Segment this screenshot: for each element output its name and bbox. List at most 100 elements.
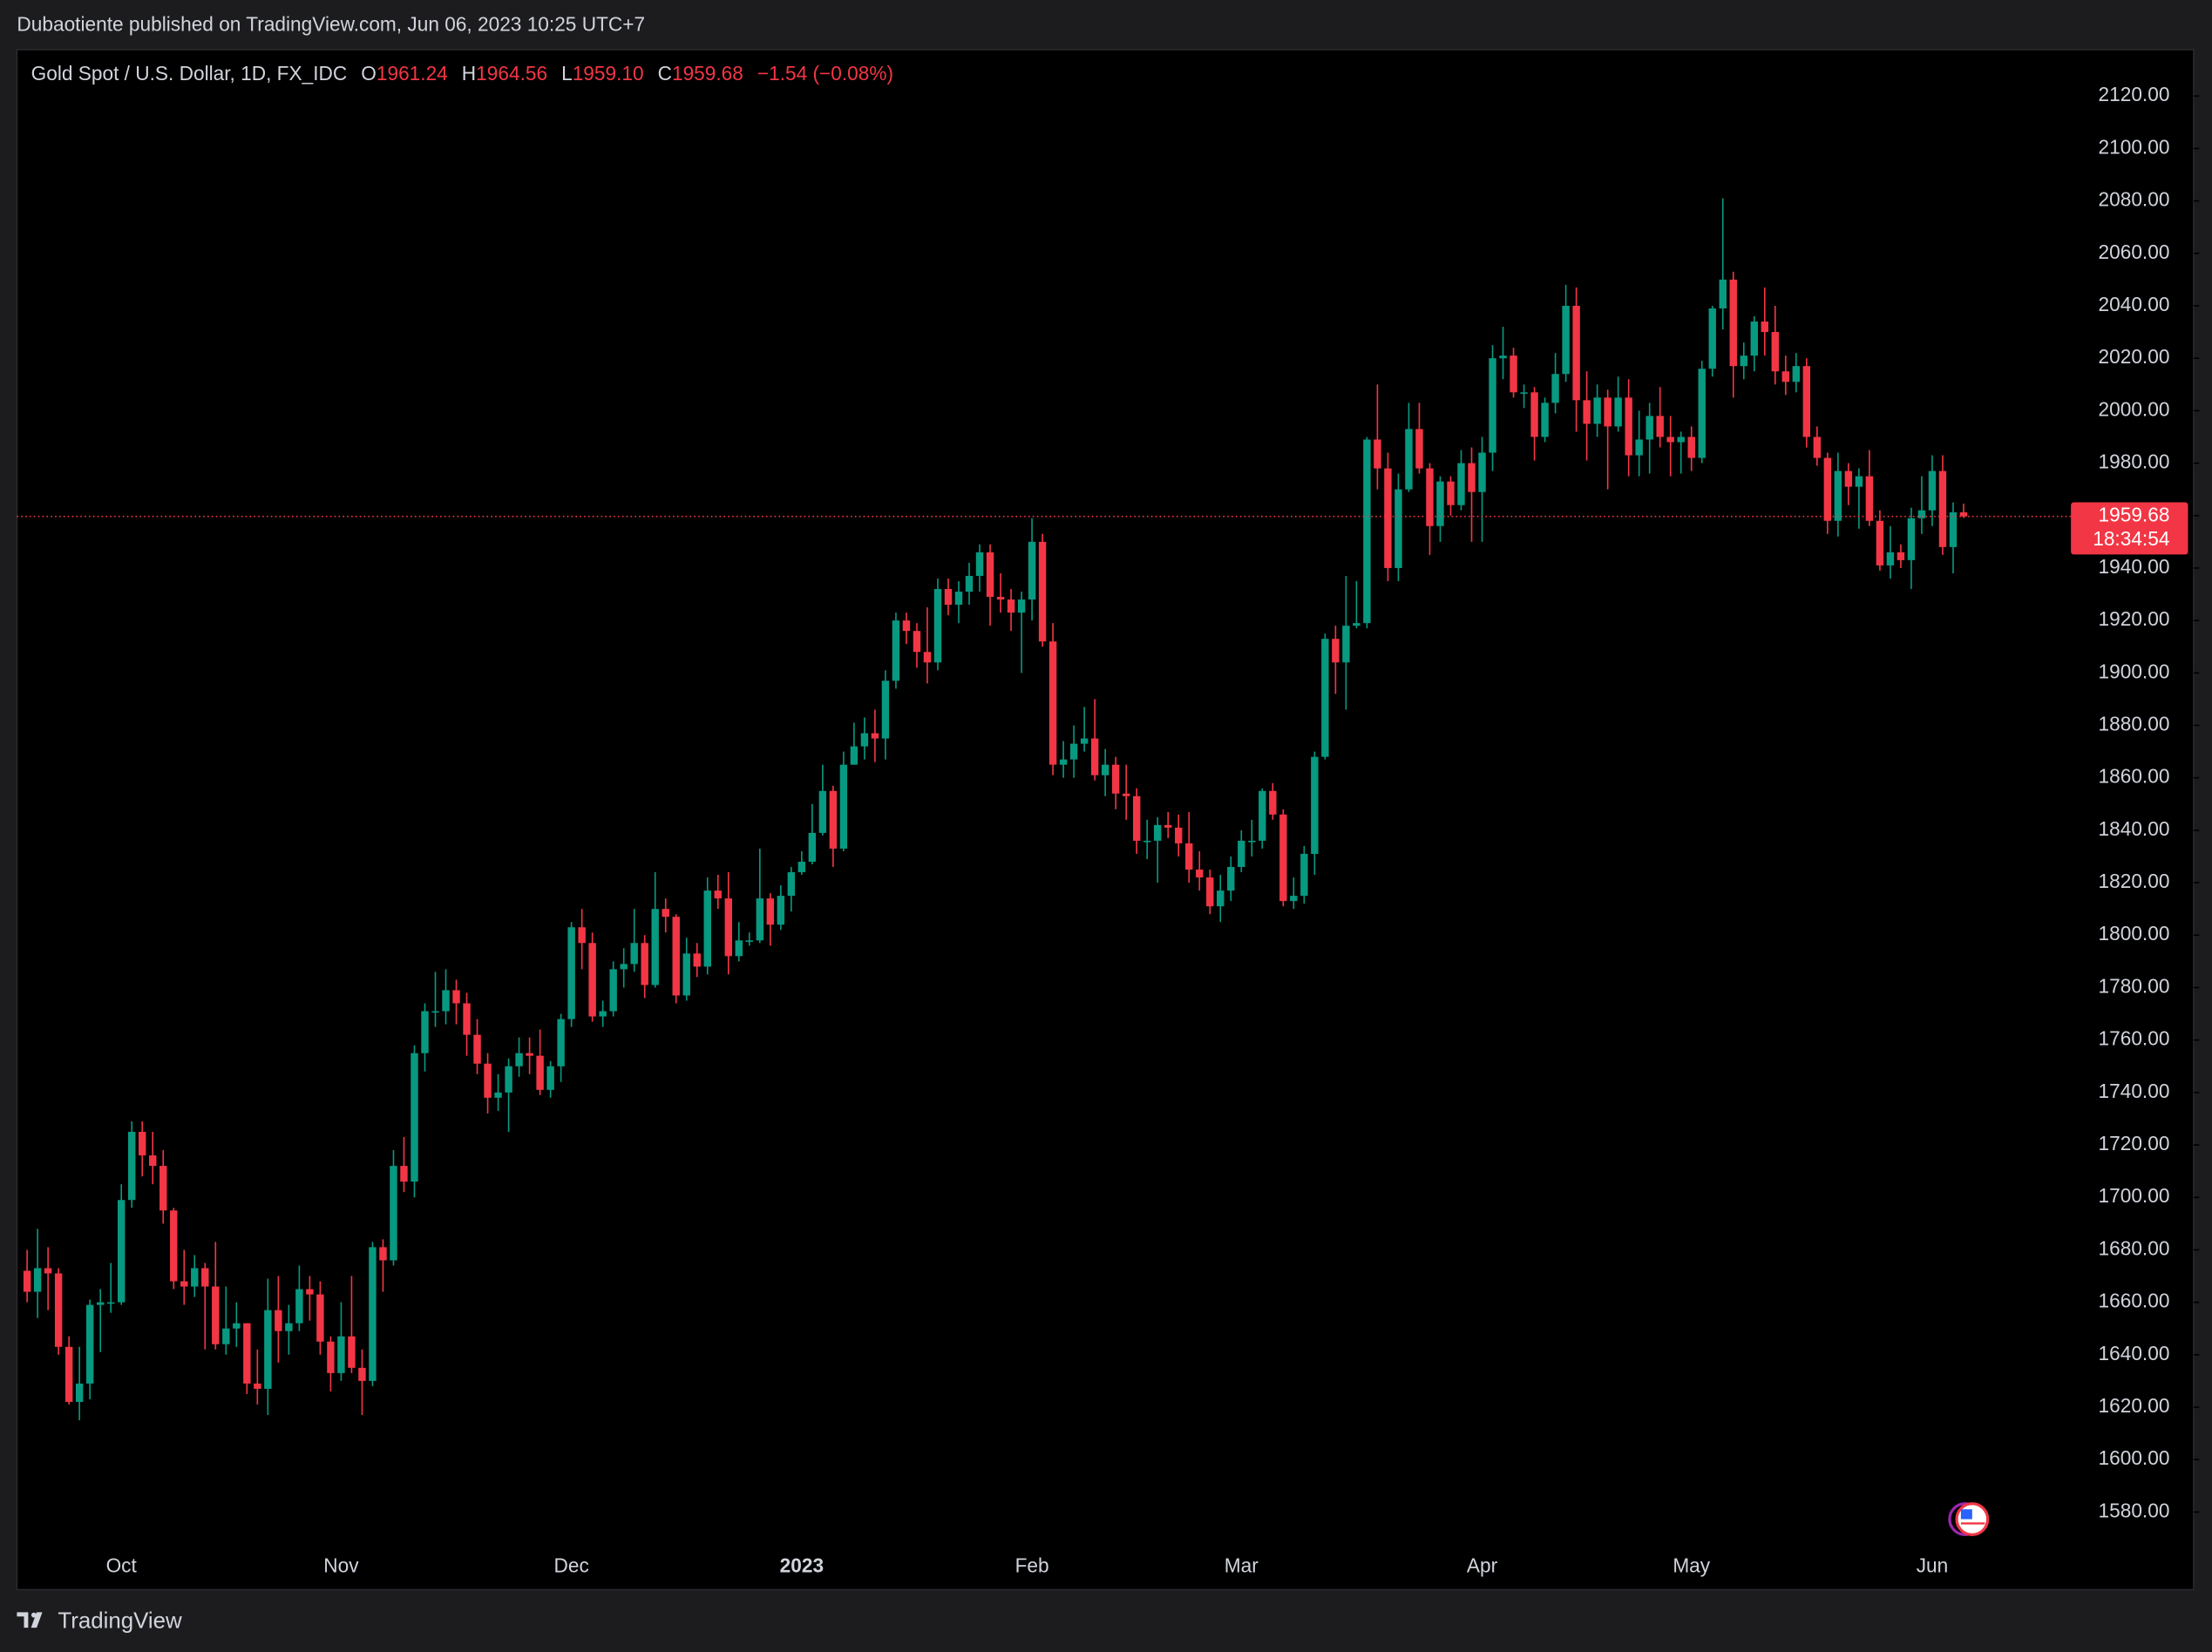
- candle-body: [724, 898, 733, 957]
- candle-body: [1279, 814, 1287, 902]
- candle-body: [1384, 468, 1392, 568]
- candle-body: [1175, 827, 1183, 843]
- candle-body: [515, 1053, 523, 1066]
- candle-body: [1206, 877, 1214, 907]
- candle-body: [1771, 332, 1780, 372]
- candle-body: [1896, 552, 1905, 560]
- candle-body: [1551, 374, 1559, 403]
- candle-body: [1834, 471, 1842, 521]
- candle-body: [1666, 437, 1674, 443]
- candle-body: [975, 552, 984, 576]
- candle-body: [1269, 790, 1277, 815]
- legend-key: O: [361, 62, 377, 85]
- candle-body: [1844, 471, 1853, 487]
- candle-body: [1038, 541, 1047, 642]
- legend-value: 1959.10: [573, 62, 644, 85]
- candle-body: [714, 890, 722, 899]
- candle-body: [96, 1302, 105, 1305]
- candle-body: [1185, 843, 1193, 870]
- candle-body: [546, 1066, 554, 1090]
- candle-body: [1938, 471, 1947, 547]
- candle-body: [881, 680, 890, 739]
- candle-body: [797, 862, 806, 873]
- publish-header: Dubaotiente published on TradingView.com…: [17, 12, 645, 35]
- y-tick-label: 1900.00: [2099, 660, 2170, 682]
- candle-body: [421, 1011, 429, 1053]
- candle-body: [567, 927, 575, 1019]
- x-tick-label: Mar: [1225, 1554, 1259, 1577]
- candle-body: [379, 1247, 387, 1261]
- candle-body: [1342, 626, 1350, 663]
- candle-body: [933, 589, 942, 663]
- candle-body: [1059, 759, 1068, 765]
- candle-body: [777, 896, 785, 925]
- candle-body: [913, 631, 921, 653]
- candle-body: [484, 1063, 492, 1098]
- candle-body: [756, 898, 764, 941]
- candle-body: [275, 1310, 282, 1331]
- candle-body: [1593, 397, 1601, 424]
- candle-body: [1017, 599, 1026, 613]
- candle-body: [233, 1323, 241, 1329]
- y-tick-label: 1920.00: [2099, 607, 2170, 630]
- candle-body: [1604, 397, 1612, 427]
- candle-body: [106, 1302, 115, 1304]
- candle-body: [431, 1011, 439, 1013]
- candle-body: [117, 1200, 126, 1303]
- candle-body: [787, 872, 796, 897]
- candle-body: [1708, 308, 1716, 369]
- candle-body: [1447, 481, 1455, 505]
- candle-body: [23, 1270, 31, 1292]
- candle-body: [1415, 429, 1423, 469]
- legend-value: 1961.24: [377, 62, 448, 85]
- x-tick-label: Oct: [106, 1554, 138, 1577]
- legend-change: −1.54 (−0.08%): [757, 62, 893, 85]
- candle-body: [1478, 452, 1486, 492]
- y-tick-label: 1860.00: [2099, 765, 2170, 788]
- x-tick-label: Dec: [553, 1554, 588, 1577]
- candle-body: [212, 1286, 220, 1344]
- candle-body: [923, 652, 932, 663]
- candle-body: [1238, 840, 1245, 868]
- candle-body: [1729, 279, 1737, 367]
- candle-body: [1405, 429, 1413, 490]
- candle-body: [1353, 623, 1360, 626]
- candle-body: [996, 597, 1005, 600]
- flag-icon[interactable]: [1948, 1502, 1990, 1536]
- candle-body: [860, 733, 869, 747]
- candle-body: [986, 552, 994, 598]
- y-tick-label: 1620.00: [2099, 1394, 2170, 1417]
- candle-body: [829, 790, 838, 849]
- candle-body: [1761, 322, 1769, 333]
- candle-body: [1143, 840, 1151, 843]
- candle-body: [64, 1346, 73, 1402]
- candle-body: [149, 1155, 157, 1167]
- candle-body: [264, 1310, 272, 1389]
- footer-logo: TradingView: [17, 1609, 182, 1634]
- candle-body: [1750, 322, 1758, 356]
- candle-body: [1363, 439, 1371, 624]
- candle-body: [1917, 510, 1926, 518]
- candle-body: [327, 1341, 335, 1373]
- symbol-legend: Gold Spot / U.S. Dollar, 1D, FX_IDC O196…: [31, 62, 893, 85]
- candle-body: [191, 1268, 199, 1287]
- x-tick-label: Jun: [1917, 1554, 1949, 1577]
- candle-body: [1530, 392, 1538, 437]
- candle-body: [1562, 305, 1570, 375]
- y-tick-label: 1720.00: [2099, 1132, 2170, 1154]
- candle-body: [463, 1003, 471, 1035]
- candle-body: [1248, 840, 1256, 843]
- candle-body: [1510, 355, 1517, 393]
- candle-body: [1656, 416, 1664, 437]
- y-tick-label: 1820.00: [2099, 870, 2170, 892]
- price-tag-countdown: 18:34:54: [2093, 527, 2169, 550]
- candle-body: [620, 964, 628, 970]
- y-tick-label: 1580.00: [2099, 1499, 2170, 1521]
- candle-body: [1196, 870, 1204, 878]
- y-tick-label: 1740.00: [2099, 1080, 2170, 1102]
- candle-body: [902, 620, 911, 632]
- candle-body: [75, 1383, 84, 1402]
- candle-body: [442, 990, 450, 1012]
- logo-dot: [31, 1612, 37, 1618]
- candle-body: [390, 1166, 397, 1261]
